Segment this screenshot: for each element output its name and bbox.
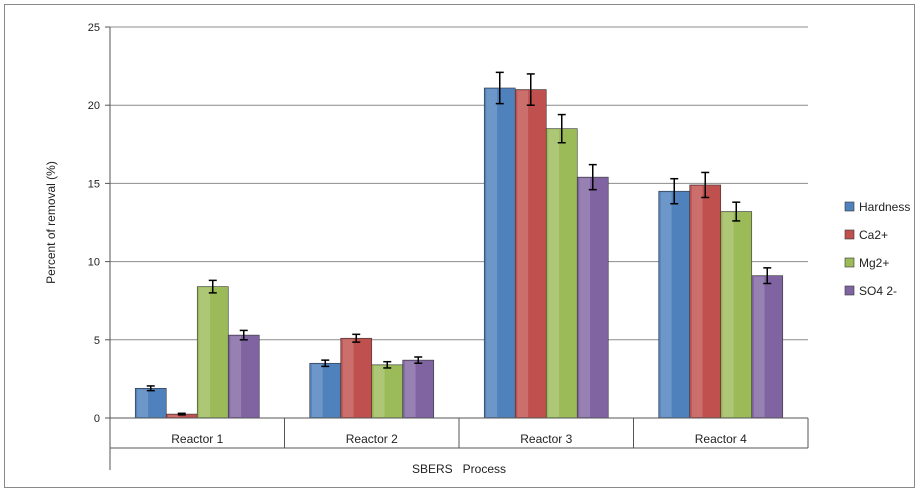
legend-label: Hardness (859, 200, 910, 214)
bar-highlight (660, 192, 672, 417)
bar-highlight (230, 336, 242, 417)
bar (720, 211, 753, 419)
x-category-label: Reactor 1 (171, 432, 223, 446)
y-tick-label: 25 (88, 22, 100, 34)
bar (371, 364, 404, 419)
legend-label: Ca2+ (859, 228, 888, 242)
y-tick-label: 5 (94, 335, 100, 347)
legend-swatch (844, 285, 855, 296)
bar-highlight (199, 287, 211, 417)
y-tick-label: 10 (88, 257, 100, 269)
bar (483, 87, 516, 419)
bar-highlight (168, 415, 180, 417)
bar (658, 190, 691, 419)
x-category-label: Reactor 3 (520, 432, 572, 446)
bar-highlight (404, 361, 416, 417)
x-category-label: Reactor 2 (346, 432, 398, 446)
x-axis-label: SBERS Process (412, 462, 506, 476)
legend-label: Mg2+ (859, 256, 889, 270)
y-axis-label: Percent of removal (%) (44, 161, 58, 284)
bar (689, 184, 722, 419)
legend: Hardness Ca2+ Mg2+ SO4 2- (844, 200, 910, 298)
legend-swatch (844, 229, 855, 240)
bar-highlight (311, 364, 323, 417)
bar-highlight (342, 339, 354, 417)
bar-highlight (753, 276, 765, 417)
bar (196, 286, 229, 419)
bar (402, 359, 435, 419)
bar-highlight (373, 365, 385, 417)
x-category-label: Reactor 4 (695, 432, 747, 446)
axes: 0 5 10 15 20 25 Reactor 1 Reactor 2 Reactor 3 Rea… (88, 22, 809, 470)
legend-label: SO4 2- (859, 284, 897, 298)
bar (576, 176, 609, 419)
legend-swatch (844, 257, 855, 268)
bar-highlight (722, 212, 734, 417)
y-tick-label: 20 (88, 100, 100, 112)
y-tick-label: 0 (94, 413, 100, 425)
legend-swatch (844, 201, 855, 212)
bar-highlight (548, 129, 560, 417)
bar-series (134, 71, 784, 419)
bar-highlight (137, 389, 149, 417)
bar-highlight (691, 185, 703, 417)
y-tick-label: 15 (88, 178, 100, 190)
bar (751, 275, 784, 419)
bar (309, 362, 342, 419)
bar-highlight (486, 88, 498, 417)
bar-highlight (579, 178, 591, 417)
bar (227, 334, 260, 419)
bar-highlight (517, 90, 529, 417)
